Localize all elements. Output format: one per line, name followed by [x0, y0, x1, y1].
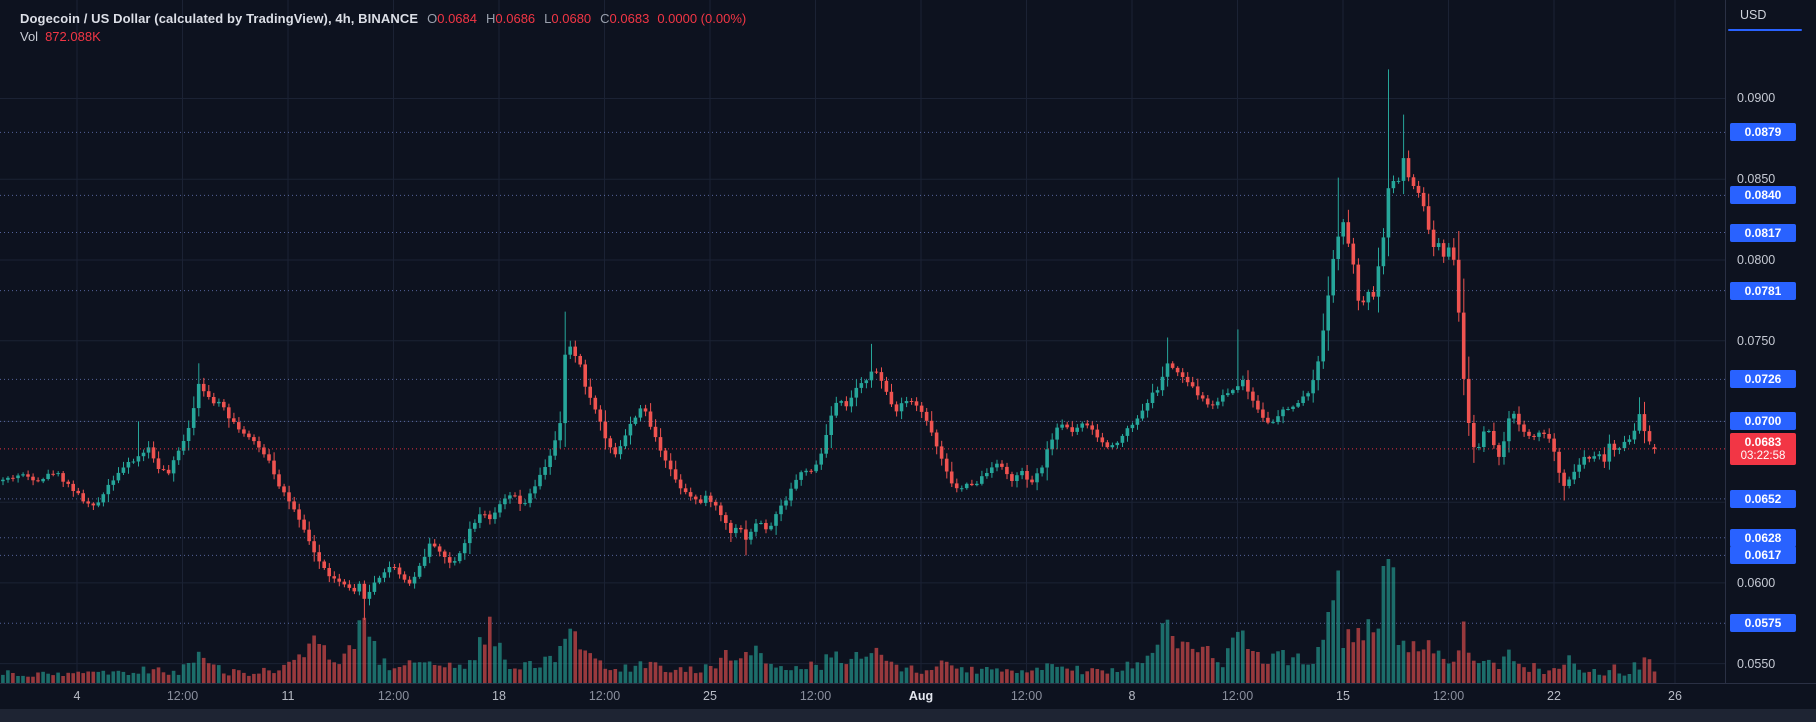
chart-legend: Dogecoin / US Dollar (calculated by Trad… [20, 10, 746, 46]
price-axis-label: 0.0900 [1737, 91, 1776, 106]
ohlc-value: 0.0683 [609, 11, 650, 26]
time-axis-label: 12:00 [1221, 689, 1254, 703]
time-axis-label: 12:00 [1432, 689, 1465, 703]
footer-strip [0, 709, 1816, 722]
price-alert-badge[interactable]: 0.0700 [1730, 412, 1796, 431]
ohlc-key: O [427, 11, 438, 26]
ohlc-values: O0.0684 H0.0686 L0.0680 C0.0683 [418, 11, 649, 26]
price-alert-badge[interactable]: 0.0628 [1730, 528, 1796, 547]
change-value: 0.0000 (0.00%) [657, 11, 747, 26]
ohlc-key: C [600, 11, 610, 26]
time-axis-label: 25 [703, 689, 717, 703]
price-axis-active-indicator [1728, 29, 1802, 31]
ohlc-value: 0.0686 [495, 11, 536, 26]
time-axis-label: 22 [1547, 689, 1561, 703]
time-axis-label: 26 [1668, 689, 1682, 703]
time-axis-label: 11 [281, 689, 295, 703]
price-alert-badge[interactable]: 0.0879 [1730, 123, 1796, 142]
price-axis-currency[interactable]: USD [1740, 8, 1767, 22]
time-axis-label: 12:00 [1010, 689, 1043, 703]
time-axis-label: 12:00 [799, 689, 832, 703]
time-axis[interactable]: 4 12:00 11 12:00 18 12:00 25 12:00 Aug 12:00 8 12:0… [0, 683, 1816, 710]
price-axis[interactable]: USD 0.0900 0.0850 0.0800 0.0750 0.0600 0.0550… [1725, 0, 1816, 709]
price-alert-badge[interactable]: 0.0726 [1730, 370, 1796, 389]
bar-countdown: 03:22:58 [1740, 449, 1786, 462]
time-axis-label: 8 [1128, 689, 1136, 703]
time-axis-label: 18 [492, 689, 506, 703]
time-axis-label: 12:00 [588, 689, 621, 703]
ohlc-value: 0.0680 [551, 11, 592, 26]
price-axis-label: 0.0800 [1737, 252, 1776, 267]
ohlc-key: L [544, 11, 552, 26]
volume-value: 872.088K [45, 29, 101, 44]
price-alert-badge[interactable]: 0.0817 [1730, 223, 1796, 242]
price-alert-badge[interactable]: 0.0652 [1730, 489, 1796, 508]
price-alert-badge[interactable]: 0.0781 [1730, 281, 1796, 300]
ohlc-key: H [486, 11, 496, 26]
symbol-title[interactable]: Dogecoin / US Dollar (calculated by Trad… [20, 11, 419, 26]
ohlc-value: 0.0684 [437, 11, 477, 26]
price-alert-badge[interactable]: 0.0575 [1730, 614, 1796, 633]
price-alert-badge[interactable]: 0.0617 [1730, 546, 1796, 565]
time-axis-label: 12:00 [377, 689, 410, 703]
price-axis-label: 0.0550 [1737, 656, 1776, 671]
price-axis-label: 0.0850 [1737, 172, 1776, 187]
last-price-value: 0.0683 [1744, 434, 1782, 449]
time-axis-label: 12:00 [166, 689, 199, 703]
candlestick-chart[interactable] [0, 0, 1725, 683]
time-axis-label: 15 [1336, 689, 1350, 703]
volume-label: Vol [20, 29, 39, 44]
price-axis-label: 0.0750 [1737, 333, 1776, 348]
last-price-badge: 0.0683 03:22:58 [1730, 432, 1796, 465]
price-alert-badge[interactable]: 0.0840 [1730, 186, 1796, 205]
time-axis-label: Aug [908, 689, 934, 703]
time-axis-label: 4 [73, 689, 81, 703]
price-axis-label: 0.0600 [1737, 575, 1776, 590]
